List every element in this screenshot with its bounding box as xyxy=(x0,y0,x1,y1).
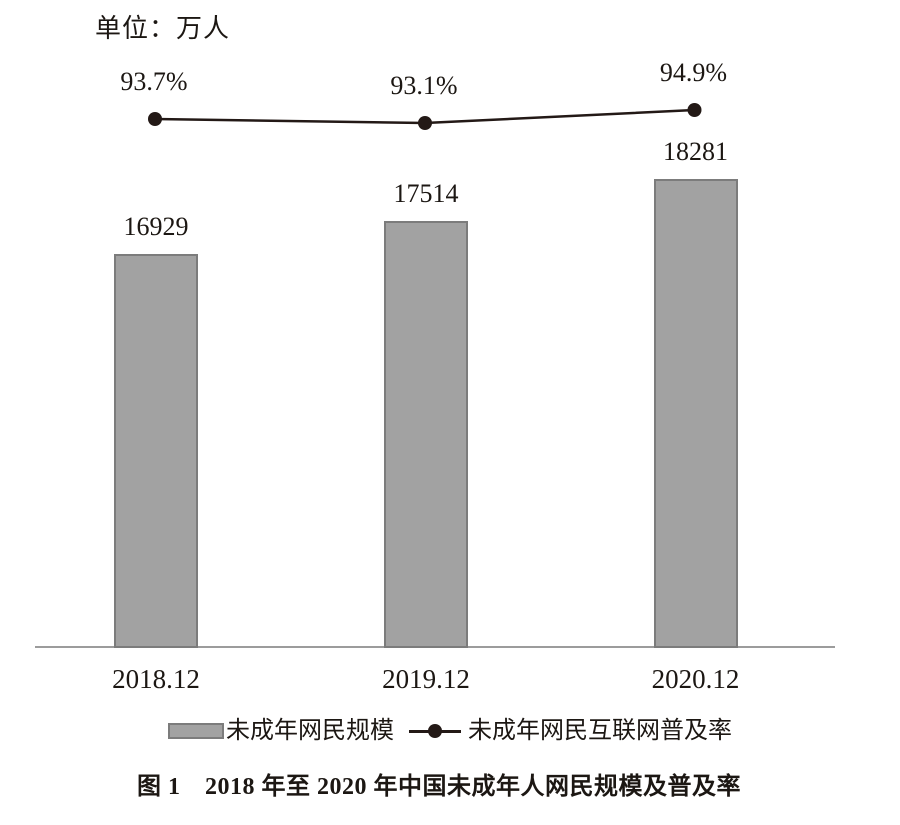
unit-label: 单位：万人 xyxy=(95,14,231,43)
bar xyxy=(114,254,198,648)
data-point-dot xyxy=(148,112,162,126)
line-point-label: 94.9% xyxy=(659,58,728,87)
x-axis-label: 2018.12 xyxy=(112,664,200,694)
bar xyxy=(653,179,738,648)
x-axis-label: 2020.12 xyxy=(651,664,740,694)
legend: 未成年网民规模 未成年网民互联网普及率 xyxy=(0,719,900,743)
bar-value-label: 17514 xyxy=(393,179,459,208)
legend-line-dot-icon xyxy=(409,723,461,739)
line-point-label: 93.1% xyxy=(390,71,458,100)
data-point-dot xyxy=(687,103,702,117)
data-point-dot xyxy=(418,116,432,130)
x-axis-label: 2019.12 xyxy=(382,664,470,694)
bar-value-label: 18281 xyxy=(663,137,728,166)
trend-line xyxy=(154,108,695,125)
figure-caption: 图 1 2018 年至 2020 年中国未成年人网民规模及普及率 xyxy=(137,774,741,800)
bar xyxy=(384,221,468,648)
legend-bar-label: 未成年网民规模 xyxy=(226,718,394,744)
bar-value-label: 16929 xyxy=(123,212,189,241)
line-point-label: 93.7% xyxy=(120,67,188,96)
legend-line-label: 未成年网民互联网普及率 xyxy=(468,718,732,744)
legend-bar-swatch-icon xyxy=(168,723,224,739)
